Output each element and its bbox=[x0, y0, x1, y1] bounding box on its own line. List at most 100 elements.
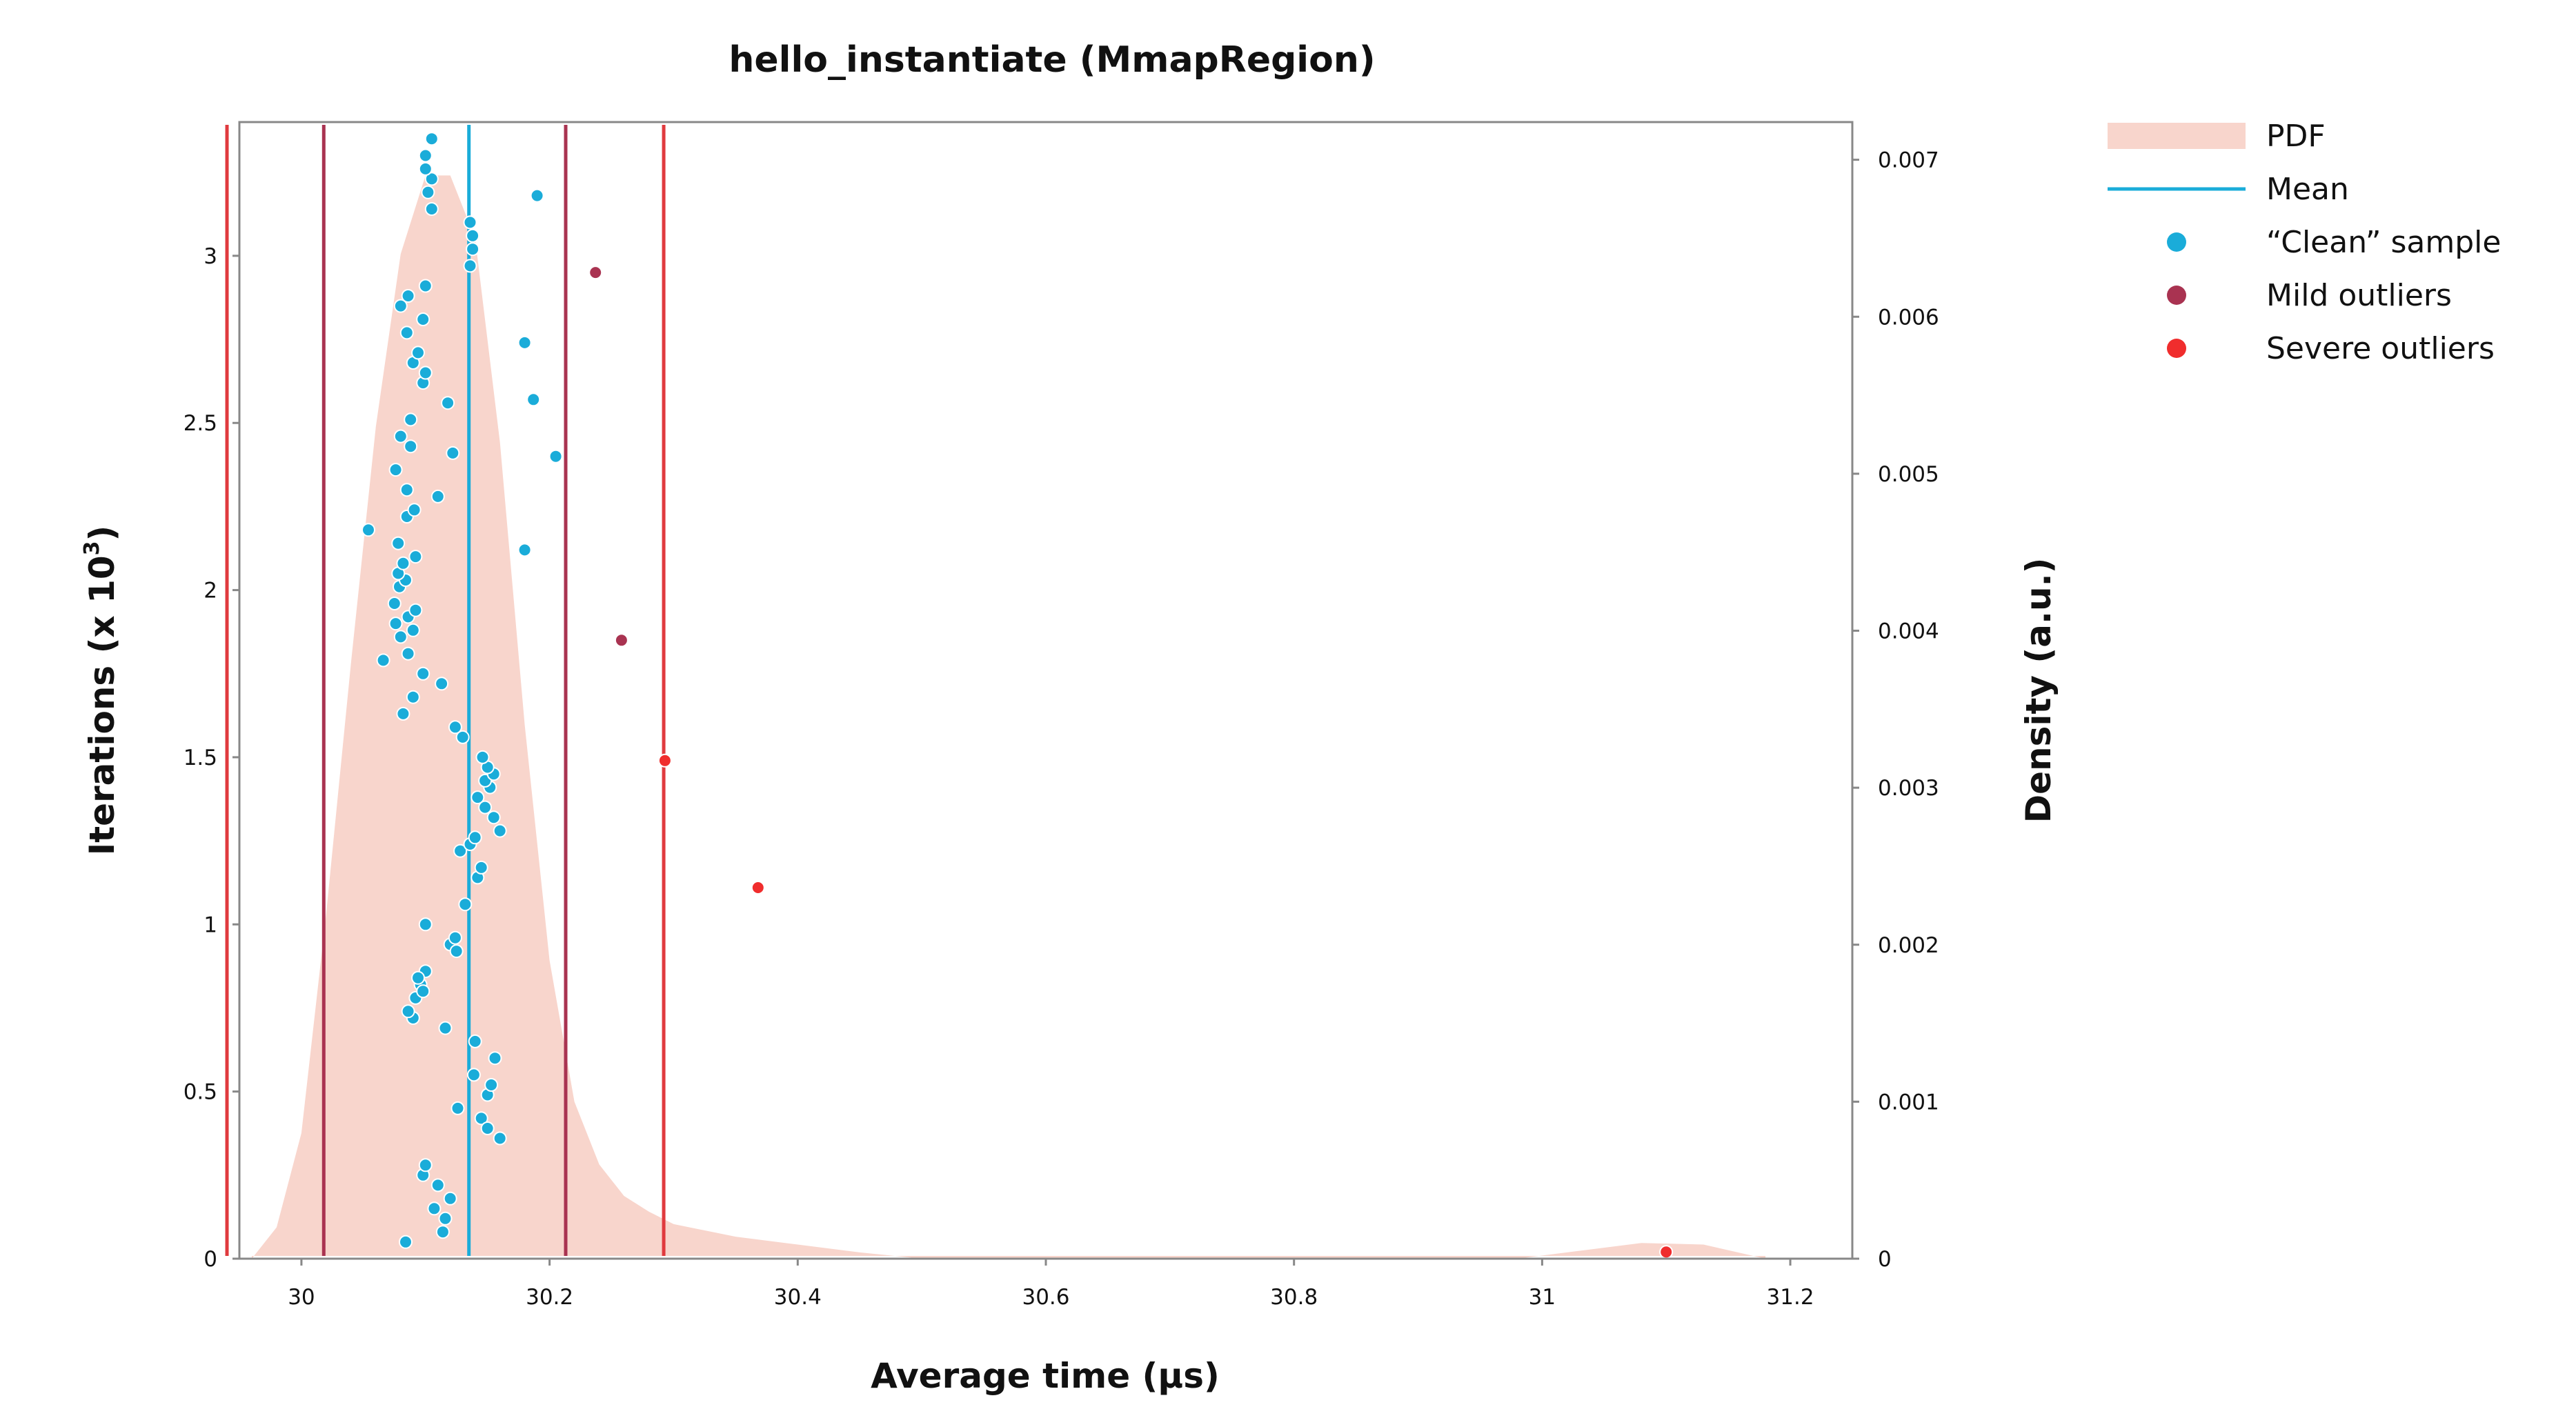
clean-sample-point bbox=[406, 690, 420, 704]
clean-sample-point bbox=[424, 172, 439, 186]
clean-sample-point bbox=[463, 259, 477, 273]
clean-sample-point bbox=[411, 346, 425, 360]
clean-sample-point bbox=[480, 1121, 495, 1135]
clean-sample-point bbox=[430, 1178, 445, 1192]
clean-sample-point bbox=[463, 215, 477, 230]
y2-tick-label: 0.004 bbox=[1878, 619, 1939, 644]
clean-sample-point bbox=[455, 730, 470, 744]
clean-sample-point bbox=[526, 392, 541, 407]
clean-sample-point bbox=[411, 970, 425, 985]
x-tick-label: 30.8 bbox=[1270, 1285, 1318, 1310]
plot-area bbox=[225, 125, 1766, 1259]
clean-sample-point bbox=[399, 483, 414, 497]
clean-sample-point bbox=[488, 1051, 502, 1066]
clean-sample-point bbox=[393, 299, 408, 313]
clean-sample-point bbox=[448, 720, 462, 735]
clean-sample-point bbox=[391, 536, 406, 550]
clean-sample-point bbox=[396, 706, 410, 721]
legend-label-pdf: PDF bbox=[2266, 119, 2326, 154]
clean-sample-point bbox=[475, 750, 490, 764]
clean-sample-point bbox=[468, 1034, 482, 1048]
clean-sample-point bbox=[450, 1101, 465, 1115]
severe-outliers-point bbox=[751, 881, 765, 895]
clean-sample-point bbox=[416, 666, 430, 681]
x-tick-label: 31.2 bbox=[1767, 1285, 1814, 1310]
clean-sample-point bbox=[446, 446, 460, 460]
clean-sample-point bbox=[517, 543, 532, 557]
clean-sample-point bbox=[399, 326, 414, 340]
clean-sample-point bbox=[401, 646, 415, 661]
clean-sample-point bbox=[449, 944, 464, 959]
legend-swatch-pdf bbox=[2108, 123, 2246, 149]
legend-label-mild-outliers: Mild outliers bbox=[2266, 278, 2452, 313]
y-axis-label: Iterations (x 103) bbox=[80, 526, 122, 856]
clean-sample-point bbox=[438, 1211, 453, 1226]
y-tick-label: 1 bbox=[204, 912, 217, 937]
clean-sample-point bbox=[416, 312, 430, 326]
clean-sample-point bbox=[404, 439, 418, 454]
clean-sample-point bbox=[399, 1235, 413, 1249]
clean-sample-point bbox=[530, 188, 544, 203]
clean-sample-point bbox=[388, 463, 403, 477]
y2-tick-label: 0 bbox=[1878, 1247, 1892, 1272]
y2-tick-label: 0.006 bbox=[1878, 305, 1939, 330]
clean-sample-point bbox=[404, 412, 418, 427]
severe-outliers-point bbox=[657, 753, 672, 768]
clean-sample-point bbox=[393, 630, 408, 644]
clean-sample-point bbox=[401, 289, 415, 303]
x-tick-label: 30.4 bbox=[774, 1285, 822, 1310]
y2-tick-label: 0.002 bbox=[1878, 933, 1939, 958]
y-tick-label: 3 bbox=[204, 244, 217, 269]
pdf-area bbox=[252, 175, 1766, 1259]
clean-sample-point bbox=[376, 653, 390, 668]
clean-sample-point bbox=[406, 623, 420, 637]
clean-sample-point bbox=[393, 429, 408, 443]
clean-sample-point bbox=[474, 1111, 488, 1126]
clean-sample-point bbox=[453, 843, 468, 858]
clean-sample-point bbox=[418, 366, 433, 380]
y2-tick-label: 0.003 bbox=[1878, 776, 1939, 801]
clean-sample-point bbox=[416, 984, 430, 999]
clean-sample-point bbox=[435, 677, 449, 691]
y-axis-ticks: 0 0.5 1 1.5 2 2.5 3 bbox=[184, 244, 239, 1272]
clean-sample-point bbox=[548, 449, 563, 463]
clean-sample-point bbox=[418, 279, 433, 293]
y-tick-label: 2.5 bbox=[184, 411, 217, 436]
y-tick-label: 1.5 bbox=[184, 746, 217, 770]
clean-sample-point bbox=[470, 790, 485, 805]
clean-sample-point bbox=[427, 1201, 442, 1216]
x-axis-label: Average time (µs) bbox=[871, 1356, 1220, 1396]
y2-tick-label: 0.005 bbox=[1878, 462, 1939, 487]
clean-sample-point bbox=[517, 335, 532, 350]
clean-sample-point bbox=[361, 523, 375, 537]
clean-sample-point bbox=[408, 550, 423, 564]
clean-sample-point bbox=[408, 603, 423, 617]
y2-tick-label: 0.001 bbox=[1878, 1090, 1939, 1115]
clean-sample-point bbox=[493, 1131, 507, 1146]
clean-sample-point bbox=[424, 132, 439, 146]
y-tick-label: 0.5 bbox=[184, 1080, 217, 1105]
clean-sample-point bbox=[418, 1158, 433, 1172]
clean-sample-point bbox=[418, 917, 433, 932]
severe-outliers-point bbox=[1659, 1245, 1674, 1259]
legend-label-clean-sample: “Clean” sample bbox=[2266, 225, 2501, 260]
y2-tick-label: 0.007 bbox=[1878, 148, 1939, 173]
clean-sample-point bbox=[424, 202, 439, 216]
y-tick-label: 0 bbox=[204, 1247, 217, 1272]
clean-sample-point bbox=[478, 800, 493, 815]
y-axis-label-exponent: 3 bbox=[80, 541, 104, 555]
y-axis-label-group: Iterations (x 103) bbox=[80, 526, 122, 856]
y-axis-label-text: Iterations (x 10 bbox=[82, 555, 122, 855]
y-axis-label-close: ) bbox=[82, 526, 122, 541]
legend-swatch-severe-outliers bbox=[2167, 339, 2186, 358]
clean-sample-point bbox=[418, 161, 433, 176]
legend-label-severe-outliers: Severe outliers bbox=[2266, 331, 2495, 366]
clean-sample-point bbox=[388, 617, 403, 631]
clean-sample-point bbox=[435, 1225, 450, 1239]
clean-sample-point bbox=[484, 1078, 499, 1092]
clean-sample-point bbox=[401, 1004, 415, 1019]
legend-swatch-clean-sample bbox=[2167, 232, 2186, 252]
x-tick-label: 30.6 bbox=[1022, 1285, 1069, 1310]
x-tick-label: 30 bbox=[288, 1285, 315, 1310]
